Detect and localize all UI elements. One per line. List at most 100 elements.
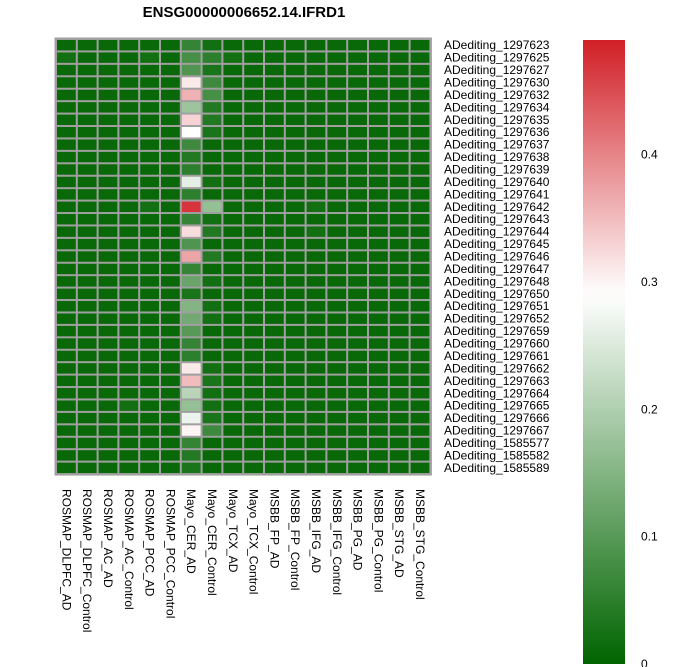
heatmap-cell [161, 338, 180, 349]
heatmap-cell [202, 176, 222, 188]
heatmap-cell [327, 64, 347, 76]
heatmap-cell [98, 350, 118, 362]
heatmap-cell [285, 301, 305, 312]
heatmap-cell [119, 288, 139, 300]
heatmap-cell [285, 102, 305, 113]
heatmap-cell [98, 450, 118, 461]
heatmap-cell [389, 388, 409, 399]
heatmap-cell [244, 412, 263, 424]
heatmap-cell [98, 400, 118, 411]
heatmap-cell [161, 201, 180, 213]
heatmap-cell [181, 338, 201, 349]
heatmap-cell [244, 52, 263, 63]
heatmap-cell [98, 437, 118, 449]
heatmap-cell [223, 139, 243, 150]
heatmap-cell [57, 214, 76, 225]
row-label: ADediting_1297623 [444, 38, 550, 52]
heatmap-cell [181, 189, 201, 200]
heatmap-cell [348, 313, 367, 324]
heatmap-cell [181, 288, 201, 300]
row-label: ADediting_1297666 [444, 411, 550, 425]
heatmap-cell [98, 238, 118, 250]
column-label: MSBB_STG_AD [392, 489, 406, 578]
row-label: ADediting_1297630 [444, 76, 550, 90]
heatmap-cell [77, 425, 97, 436]
heatmap-cell [223, 450, 243, 461]
row-label: ADediting_1297641 [444, 187, 550, 201]
heatmap-cell [77, 263, 97, 275]
heatmap-cell [285, 388, 305, 399]
heatmap-cell [369, 462, 388, 474]
heatmap-cell [306, 189, 326, 200]
heatmap-cell [77, 363, 97, 374]
heatmap-cell [223, 164, 243, 175]
heatmap-cell [348, 325, 367, 337]
heatmap-cell [348, 400, 367, 411]
row-label: ADediting_1297659 [444, 324, 550, 338]
colorbar-tick-label: 0.3 [641, 275, 658, 289]
heatmap-cell [98, 251, 118, 262]
heatmap-cell [181, 276, 201, 287]
heatmap-cell [77, 437, 97, 449]
heatmap-cell [244, 89, 263, 101]
heatmap-cell [181, 201, 201, 213]
heatmap-cell [285, 114, 305, 126]
column-label: ROSMAP_PCC_Control [163, 489, 177, 618]
heatmap-cell [410, 102, 430, 113]
heatmap-cell [285, 77, 305, 88]
heatmap-cell [223, 412, 243, 424]
heatmap-cell [98, 64, 118, 76]
heatmap-cell [265, 251, 284, 262]
heatmap-cell [306, 400, 326, 411]
heatmap-cell [57, 89, 76, 101]
heatmap-cell [327, 288, 347, 300]
heatmap-cell [244, 462, 263, 474]
heatmap-cell [389, 437, 409, 449]
heatmap-cell [348, 388, 367, 399]
heatmap-cell [140, 437, 159, 449]
heatmap-cell [389, 127, 409, 138]
heatmap-cell [57, 338, 76, 349]
heatmap-cell [389, 77, 409, 88]
heatmap-cell [369, 375, 388, 387]
heatmap-cell [161, 238, 180, 250]
heatmap-cell [327, 313, 347, 324]
heatmap-cell [181, 164, 201, 175]
column-label: MSBB_PG_AD [351, 489, 365, 571]
heatmap-cell [306, 450, 326, 461]
heatmap-cell [57, 189, 76, 200]
row-label: ADediting_1585582 [444, 448, 550, 462]
column-label: Mayo_TCX_Control [247, 489, 261, 594]
heatmap-cell [57, 313, 76, 324]
heatmap-cell [181, 363, 201, 374]
heatmap-cell [369, 400, 388, 411]
heatmap-cell [244, 139, 263, 150]
column-label: Mayo_TCX_AD [226, 489, 240, 573]
heatmap-cell [223, 238, 243, 250]
heatmap-cell [285, 251, 305, 262]
heatmap-cell [57, 64, 76, 76]
heatmap-cell [348, 164, 367, 175]
heatmap-cell [140, 425, 159, 436]
heatmap-cell [389, 288, 409, 300]
heatmap-cell [285, 288, 305, 300]
heatmap-cell [244, 251, 263, 262]
heatmap-cell [57, 102, 76, 113]
heatmap-cell [244, 375, 263, 387]
heatmap-cell [306, 201, 326, 213]
heatmap-cell [77, 400, 97, 411]
heatmap-cell [98, 214, 118, 225]
heatmap-cell [389, 214, 409, 225]
heatmap-cell [57, 77, 76, 88]
heatmap-cell [161, 40, 180, 51]
heatmap-cell [202, 375, 222, 387]
heatmap-cell [77, 388, 97, 399]
heatmap-cell [265, 214, 284, 225]
heatmap-cell [119, 77, 139, 88]
heatmap-cell [389, 64, 409, 76]
heatmap-cell [389, 176, 409, 188]
heatmap-cell [265, 363, 284, 374]
heatmap-cell [369, 251, 388, 262]
heatmap-cell [223, 388, 243, 399]
heatmap-cell [161, 325, 180, 337]
